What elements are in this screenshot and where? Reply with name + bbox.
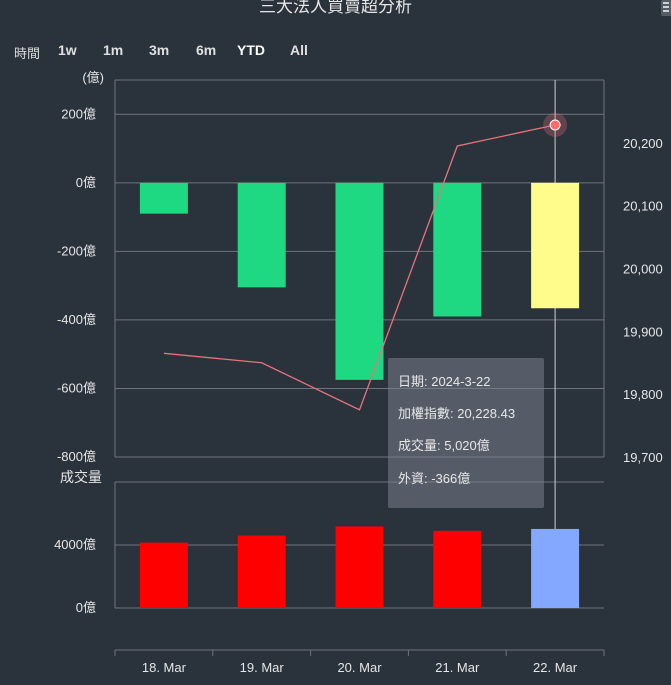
net-buy-sell-bar xyxy=(433,182,482,317)
range-button-all[interactable]: All xyxy=(290,42,308,58)
right-axis-tick-label: 20,100 xyxy=(623,199,663,214)
tooltip-index: 加權指數: 20,228.43 xyxy=(398,406,516,421)
y-tick-label: -200億 xyxy=(57,243,96,258)
range-selector-label: 時間 xyxy=(14,46,41,61)
x-tick-label: 18. Mar xyxy=(142,660,187,675)
net-buy-sell-bar xyxy=(531,182,580,309)
tooltip: 日期: 2024-3-22 加權指數: 20,228.43 成交量: 5,020… xyxy=(388,358,544,508)
x-tick-label: 21. Mar xyxy=(435,660,480,675)
chart-title: 三大法人買賣超分析 xyxy=(259,0,412,16)
y-tick-label: 0億 xyxy=(76,175,96,190)
y-tick-label: 200億 xyxy=(61,106,96,121)
right-axis-tick-label: 19,700 xyxy=(623,450,663,465)
range-button-3m[interactable]: 3m xyxy=(149,42,170,58)
volume-axis-label: 成交量 xyxy=(60,469,102,485)
net-buy-sell-bar xyxy=(335,182,384,380)
net-buy-sell-bar xyxy=(139,182,188,214)
index-line xyxy=(163,124,556,411)
volume-bar xyxy=(139,542,188,608)
y-axis-unit-label: (億) xyxy=(82,70,104,85)
y-tick-label: -800億 xyxy=(57,449,96,464)
y-tick-label: -400億 xyxy=(57,312,96,327)
volume-bar xyxy=(335,526,384,608)
volume-bar xyxy=(433,530,482,608)
right-axis-tick-label: 19,800 xyxy=(623,387,663,402)
right-axis-tick-label: 20,200 xyxy=(623,136,663,151)
x-tick-label: 20. Mar xyxy=(337,660,382,675)
tooltip-date: 日期: 2024-3-22 xyxy=(398,374,491,389)
y-tick-label: -600億 xyxy=(57,380,96,395)
x-tick-label: 22. Mar xyxy=(533,660,578,675)
volume-tick-label: 0億 xyxy=(76,600,96,615)
right-axis-tick-label: 19,900 xyxy=(623,324,663,339)
volume-bar xyxy=(237,535,286,608)
range-button-1w[interactable]: 1w xyxy=(58,42,77,58)
range-button-1m[interactable]: 1m xyxy=(103,42,124,58)
range-button-ytd[interactable]: YTD xyxy=(237,42,265,58)
x-tick-label: 19. Mar xyxy=(240,660,285,675)
menu-icon[interactable] xyxy=(661,0,671,16)
net-buy-sell-bar xyxy=(237,182,286,288)
tooltip-foreign: 外資: -366億 xyxy=(398,471,471,486)
index-point-marker xyxy=(549,119,561,131)
range-button-6m[interactable]: 6m xyxy=(196,42,217,58)
right-axis-tick-label: 20,000 xyxy=(623,262,663,277)
volume-tick-label: 4000億 xyxy=(54,537,96,552)
volume-bar xyxy=(531,528,580,608)
tooltip-volume: 成交量: 5,020億 xyxy=(398,438,490,453)
